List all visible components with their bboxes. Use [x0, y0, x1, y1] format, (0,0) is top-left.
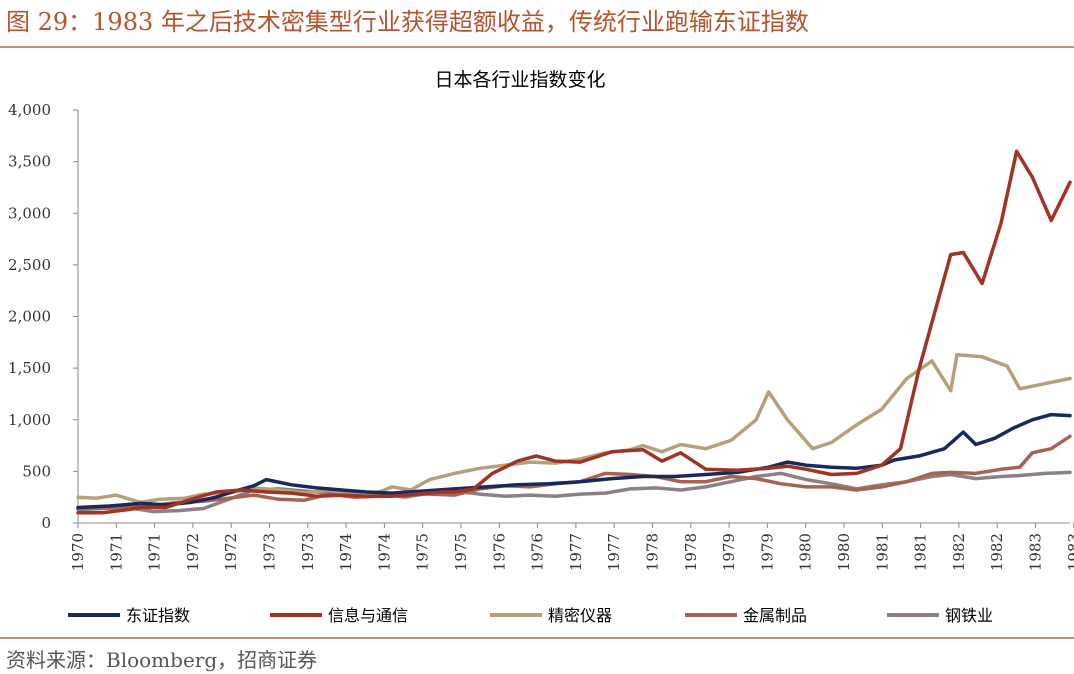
legend-label: 信息与通信: [328, 606, 408, 625]
y-tick-label: 3,500: [8, 153, 51, 171]
x-tick-label: 1974: [375, 533, 393, 571]
x-tick-label: 1981: [912, 533, 930, 571]
x-tick-label: 1978: [644, 533, 662, 571]
x-tick-label: 1983: [1065, 533, 1074, 571]
source-note: 资料来源：Bloomberg，招商证券: [6, 648, 318, 672]
y-tick-label: 4,000: [8, 101, 51, 119]
x-tick-label: 1975: [452, 533, 470, 571]
y-tick-label: 1,500: [8, 359, 51, 377]
y-tick-label: 500: [22, 462, 51, 480]
x-axis: 1970 1971 1971 1972 1972 1973 1973 1974 1974 1975…: [69, 522, 1074, 571]
x-tick-label: 1972: [222, 533, 240, 571]
x-tick-label: 1979: [720, 533, 738, 571]
x-tick-label: 1973: [261, 533, 279, 571]
series-line-0: [76, 412, 1072, 510]
legend: 东证指数 信息与通信 精密仪器 金属制品 钢铁业: [68, 606, 993, 625]
line-chart: 日本各行业指数变化 0 500 1,000 1,500 2,000 2,500 3,000 3…: [8, 69, 1074, 625]
x-tick-label: 1983: [1027, 533, 1045, 571]
legend-label: 金属制品: [743, 606, 807, 625]
series-lines: [76, 149, 1072, 515]
x-tick-label: 1982: [988, 533, 1006, 571]
x-tick-label: 1982: [950, 533, 968, 571]
x-tick-label: 1981: [873, 533, 891, 571]
x-tick-label: 1975: [414, 533, 432, 571]
x-tick-label: 1974: [337, 533, 355, 571]
series-line-3: [76, 434, 1072, 511]
x-tick-label: 1980: [835, 533, 853, 571]
x-tick-label: 1970: [69, 533, 87, 571]
x-tick-label: 1977: [567, 533, 585, 571]
y-tick-label: 2,500: [8, 256, 51, 274]
y-tick-label: 2,000: [8, 308, 51, 326]
figure-title: 图 29：1983 年之后技术密集型行业获得超额收益，传统行业跑输东证指数: [6, 8, 809, 36]
y-tick-label: 3,000: [8, 204, 51, 222]
x-tick-label: 1972: [184, 533, 202, 571]
x-tick-label: 1971: [146, 533, 164, 571]
x-tick-label: 1976: [490, 533, 508, 571]
x-tick-label: 1976: [529, 533, 547, 571]
x-tick-label: 1973: [299, 533, 317, 571]
x-tick-label: 1978: [682, 533, 700, 571]
y-tick-label: 0: [41, 514, 51, 532]
y-axis: 0 500 1,000 1,500 2,000 2,500 3,000 3,500 4,000: [8, 101, 79, 532]
legend-label: 精密仪器: [548, 606, 612, 625]
y-tick-label: 1,000: [8, 411, 51, 429]
legend-label: 钢铁业: [945, 606, 993, 625]
x-tick-label: 1971: [107, 533, 125, 571]
series-line-1: [76, 149, 1072, 515]
x-tick-label: 1979: [758, 533, 776, 571]
chart-title: 日本各行业指数变化: [434, 69, 605, 91]
x-tick-label: 1977: [605, 533, 623, 571]
legend-label: 东证指数: [126, 606, 190, 625]
x-tick-label: 1980: [797, 533, 815, 571]
top-divider: [0, 46, 1074, 48]
bottom-divider: [0, 637, 1074, 639]
